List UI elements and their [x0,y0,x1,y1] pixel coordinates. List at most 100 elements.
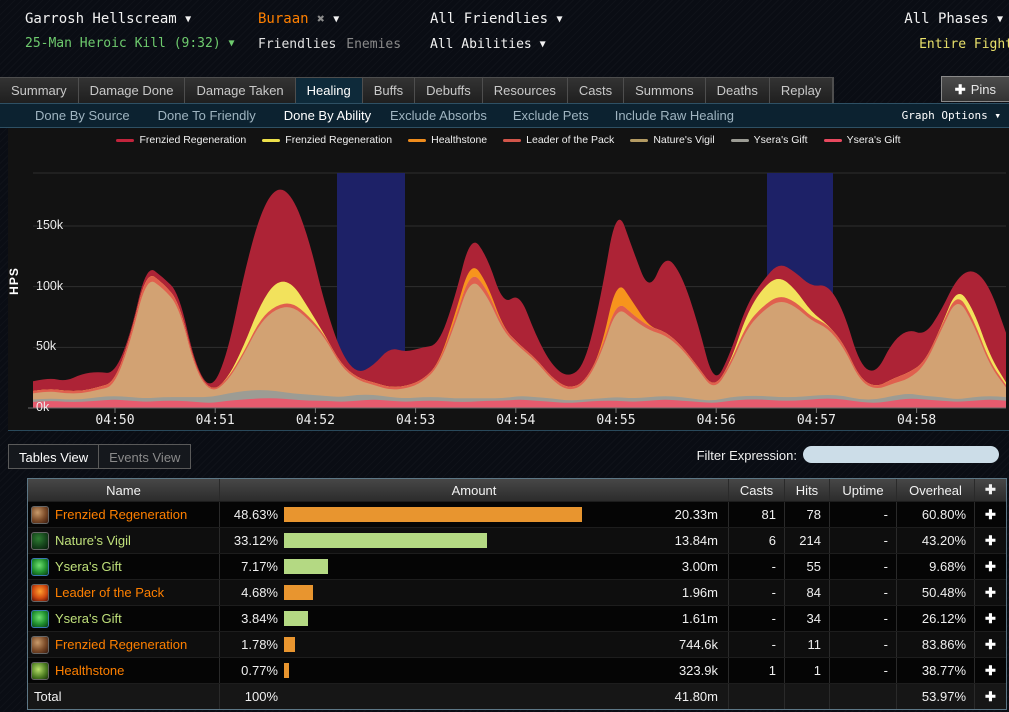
tab-casts[interactable]: Casts [568,78,624,103]
expand-row-button[interactable]: ✚ [974,554,1006,579]
ability-icon-ysera-s-gift [31,610,49,628]
target-filter-selector[interactable]: All Friendlies ▼ [430,11,562,27]
column-header-add[interactable]: ✚ [974,479,1006,501]
table-row-leader-of-the-pack-3[interactable]: Leader of the Pack4.68%1.96m-84-50.48%✚ [28,579,1006,605]
tab-damage-done[interactable]: Damage Done [79,78,186,103]
remove-source-icon[interactable]: ✖ [317,12,325,27]
amount-cell: 0.77%323.9k [219,658,728,683]
subtab-exclude-pets[interactable]: Exclude Pets [513,104,589,128]
casts-value: 6 [728,528,784,553]
ability-name[interactable]: Ysera's Gift [55,559,122,574]
boss-selector[interactable]: Garrosh Hellscream ▼ [25,11,191,27]
uptime-value: - [829,658,896,683]
column-header-uptime[interactable]: Uptime [829,479,896,501]
legend-item-leader-of-the-pack[interactable]: Leader of the Pack [503,134,614,146]
friendlies-toggle[interactable]: Friendlies [258,37,336,52]
tab-replay[interactable]: Replay [770,78,833,103]
column-header-casts[interactable]: Casts [728,479,784,501]
source-selector[interactable]: Buraan ✖ ▼ [258,11,339,27]
total-uptime [829,684,896,709]
subtab-include-raw-healing[interactable]: Include Raw Healing [615,104,734,128]
table-row-ysera-s-gift-4[interactable]: Ysera's Gift3.84%1.61m-34-26.12%✚ [28,605,1006,631]
legend-item-ysera-s-gift[interactable]: Ysera's Gift [824,134,901,146]
legend-label: Healthstone [431,134,487,146]
table-row-frenzied-regeneration-5[interactable]: Frenzied Regeneration1.78%744.6k-11-83.8… [28,631,1006,657]
ability-filter-selector[interactable]: All Abilities ▼ [430,37,546,52]
table-row-healthstone-6[interactable]: Healthstone0.77%323.9k11-38.77%✚ [28,657,1006,683]
phase-selector[interactable]: All Phases ▼ [904,11,1003,27]
total-label: Total [28,684,219,709]
ability-name[interactable]: Frenzied Regeneration [55,507,187,522]
casts-value: - [728,606,784,631]
table-row-frenzied-regeneration-0[interactable]: Frenzied Regeneration48.63%20.33m8178-60… [28,501,1006,527]
casts-value: - [728,580,784,605]
x-tick-04-54: 04:54 [496,413,535,428]
overheal-value: 38.77% [896,658,974,683]
amount-bar [284,637,295,652]
ability-name[interactable]: Nature's Vigil [55,533,131,548]
expand-row-button[interactable]: ✚ [974,658,1006,683]
main-tab-strip: SummaryDamage DoneDamage TakenHealingBuf… [0,77,834,104]
expand-total-button[interactable]: ✚ [974,684,1006,709]
view-tab-tables-view[interactable]: Tables View [8,444,99,469]
legend-item-frenzied-regeneration[interactable]: Frenzied Regeneration [262,134,392,146]
ability-icon-nature-s-vigil [31,532,49,550]
ability-name[interactable]: Ysera's Gift [55,611,122,626]
table-total-row: Total100%41.80m53.97%✚ [28,683,1006,709]
percent-value: 7.17% [220,559,278,574]
expand-row-button[interactable]: ✚ [974,580,1006,605]
hps-graph-panel[interactable]: Frenzied Regeneration Frenzied Regenerati… [8,128,1009,431]
healing-table: NameAmountCastsHitsUptimeOverheal✚Frenzi… [27,478,1007,710]
tab-summary[interactable]: Summary [0,78,79,103]
column-header-hits[interactable]: Hits [784,479,829,501]
casts-value: 81 [728,502,784,527]
uptime-value: - [829,580,896,605]
legend-swatch [731,139,749,142]
total-name: Total [34,689,61,704]
view-tab-events-view[interactable]: Events View [99,444,191,469]
subtab-exclude-absorbs[interactable]: Exclude Absorbs [390,104,487,128]
amount-bar [284,559,328,574]
enemies-toggle[interactable]: Enemies [346,37,401,52]
x-tick-04-51: 04:51 [196,413,235,428]
amount-value: 744.6k [679,637,718,652]
x-tick-04-53: 04:53 [396,413,435,428]
hits-value: 34 [784,606,829,631]
tab-buffs[interactable]: Buffs [363,78,415,103]
column-header-amount[interactable]: Amount [219,479,728,501]
expand-row-button[interactable]: ✚ [974,502,1006,527]
subtab-done-to-friendly[interactable]: Done To Friendly [158,104,256,128]
legend-item-ysera-s-gift[interactable]: Ysera's Gift [731,134,808,146]
fight-selector[interactable]: 25-Man Heroic Kill (9:32) ▼ [25,36,235,51]
amount-cell: 3.84%1.61m [219,606,728,631]
ability-name[interactable]: Leader of the Pack [55,585,164,600]
column-header-overheal[interactable]: Overheal [896,479,974,501]
ability-name[interactable]: Healthstone [55,663,124,678]
tab-deaths[interactable]: Deaths [706,78,770,103]
subtab-done-by-source[interactable]: Done By Source [35,104,130,128]
tab-resources[interactable]: Resources [483,78,568,103]
pins-button[interactable]: ✚Pins [941,76,1009,102]
table-row-nature-s-vigil-1[interactable]: Nature's Vigil33.12%13.84m6214-43.20%✚ [28,527,1006,553]
expand-row-button[interactable]: ✚ [974,632,1006,657]
tab-damage-taken[interactable]: Damage Taken [185,78,295,103]
graph-options-menu[interactable]: Graph Options ▾ [902,104,1001,128]
expand-row-button[interactable]: ✚ [974,606,1006,631]
column-header-name[interactable]: Name [28,479,219,501]
tab-debuffs[interactable]: Debuffs [415,78,483,103]
table-row-ysera-s-gift-2[interactable]: Ysera's Gift7.17%3.00m-55-9.68%✚ [28,553,1006,579]
legend-item-nature-s-vigil[interactable]: Nature's Vigil [630,134,714,146]
legend-item-healthstone[interactable]: Healthstone [408,134,487,146]
percent-value: 1.78% [220,637,278,652]
subtab-done-by-ability[interactable]: Done By Ability [284,104,371,128]
ability-name[interactable]: Frenzied Regeneration [55,637,187,652]
filter-expression-input[interactable] [803,446,999,463]
tab-summons[interactable]: Summons [624,78,706,103]
amount-cell: 33.12%13.84m [219,528,728,553]
name-cell: Ysera's Gift [28,554,219,579]
expand-row-button[interactable]: ✚ [974,528,1006,553]
legend-item-frenzied-regeneration[interactable]: Frenzied Regeneration [116,134,246,146]
stacked-area-chart[interactable] [8,128,1009,431]
time-range-label[interactable]: Entire Fight [919,37,1009,52]
tab-healing[interactable]: Healing [296,78,363,103]
